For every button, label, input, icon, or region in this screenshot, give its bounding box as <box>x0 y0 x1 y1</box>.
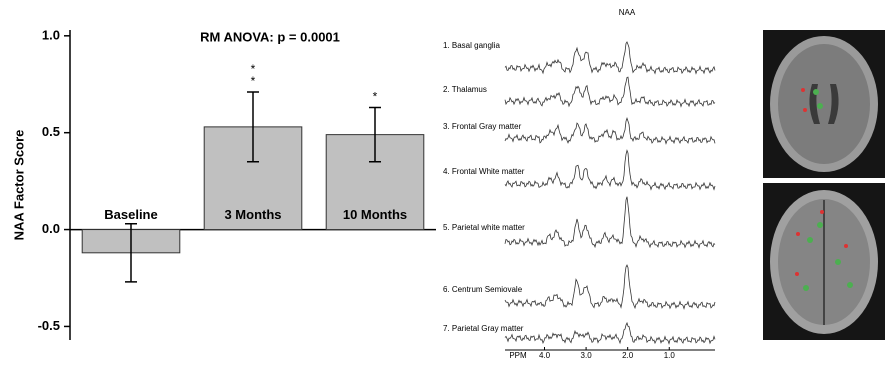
y-tick-label: 0.0 <box>42 221 60 236</box>
y-axis-label: NAA Factor Score <box>11 130 26 241</box>
ppm-tick-label: 4.0 <box>539 351 551 360</box>
chart-title: RM ANOVA: p = 0.0001 <box>200 29 340 44</box>
mri-top <box>763 30 885 178</box>
region-label: 1. Basal ganglia <box>443 41 500 50</box>
spectrum <box>505 197 715 248</box>
mri-bottom <box>763 183 885 340</box>
region-label: 2. Thalamus <box>443 85 487 94</box>
region-label: 3. Frontal Gray matter <box>443 122 522 131</box>
category-label: Baseline <box>104 207 157 222</box>
figure: RM ANOVA: p = 0.0001 NAA Factor Score 1.… <box>0 0 885 362</box>
region-label: 4. Frontal White matter <box>443 167 525 176</box>
spectrum <box>505 151 715 190</box>
y-tick-label: -0.5 <box>38 318 60 333</box>
page: {"chart_data": {"type": "bar", "title": … <box>0 0 885 362</box>
ppm-tick-label: 2.0 <box>622 351 634 360</box>
region-label: 6. Centrum Semiovale <box>443 285 523 294</box>
spectrum <box>505 42 715 73</box>
spectrum <box>505 77 715 106</box>
ppm-label: PPM <box>509 351 527 360</box>
category-label: 3 Months <box>224 207 281 222</box>
region-label: 5. Parietal white matter <box>443 223 525 232</box>
ppm-tick-label: 3.0 <box>581 351 593 360</box>
spectrum <box>505 118 715 143</box>
peak-label: NAA <box>619 8 636 17</box>
significance-star: * <box>373 90 378 104</box>
significance-star: * <box>251 74 256 88</box>
category-label: 10 Months <box>343 207 407 222</box>
y-tick-label: 1.0 <box>42 27 60 42</box>
spectrum <box>505 323 715 344</box>
ppm-tick-label: 1.0 <box>664 351 676 360</box>
y-tick-label: 0.5 <box>42 124 60 139</box>
region-label: 7. Parietal Gray matter <box>443 324 524 333</box>
spectrum <box>505 265 715 308</box>
